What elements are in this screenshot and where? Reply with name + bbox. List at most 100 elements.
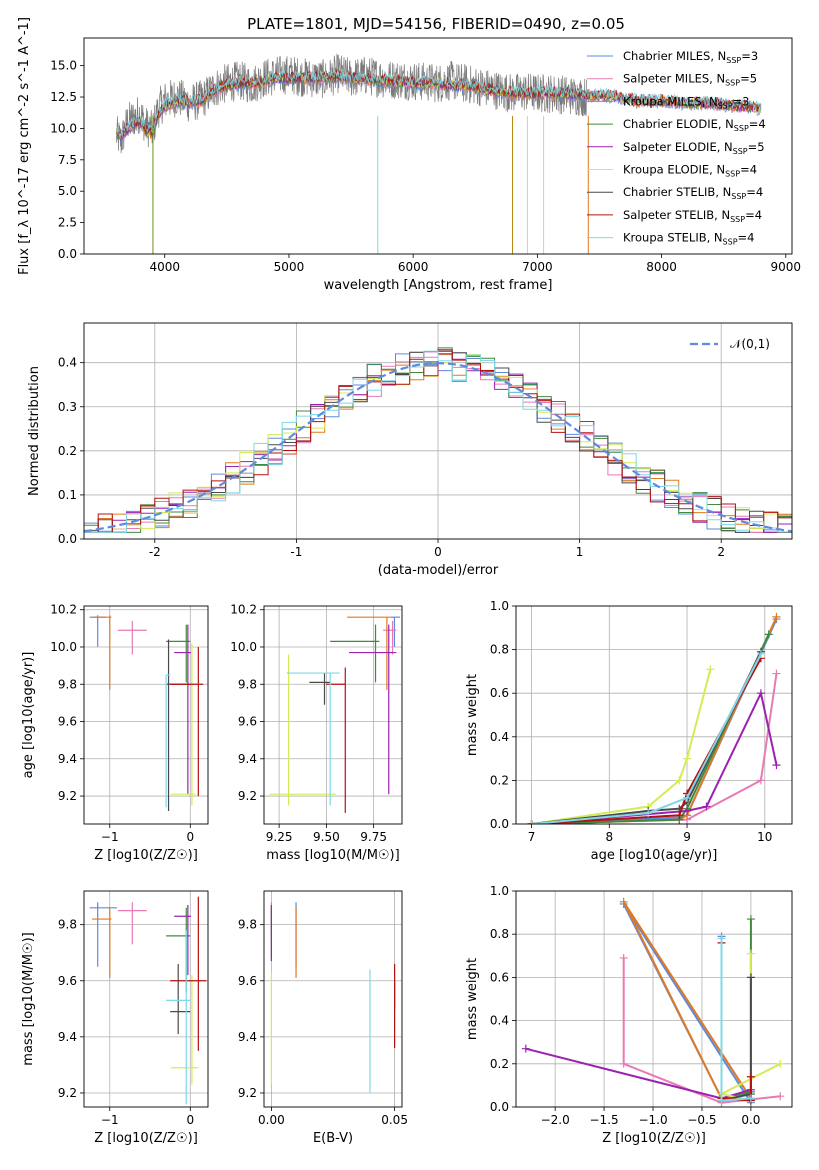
legend-entry: Kroupa MILES, NSSP=3 <box>623 94 749 110</box>
x-tick-label: 9 <box>683 830 691 844</box>
y-tick-label: 2.5 <box>58 216 77 230</box>
y-tick-label: 0.2 <box>58 444 77 458</box>
legend-entry: Kroupa ELODIE, NSSP=4 <box>623 163 757 179</box>
plots-layer: 4000 5000 6000 7000 8000 90000.02.55.07.510.0… <box>17 17 801 1146</box>
x-tick-label: -1 <box>290 545 302 559</box>
errorbar-point <box>170 643 196 806</box>
y-tick-label: 0.4 <box>490 1014 509 1028</box>
weight-marker <box>702 802 711 811</box>
weight-marker <box>619 953 628 962</box>
errorbar-point <box>174 624 192 795</box>
weight-marker <box>772 761 781 770</box>
y-tick-label: 9.4 <box>58 1030 77 1044</box>
x-tick-label: 9000 <box>771 260 802 274</box>
axes-age-vs-mass: 9.25 9.50 9.75 9.2 9.4 9.6 9.8 10.0 10.2 mass [lo… <box>230 603 403 863</box>
y-tick-label: 1.0 <box>490 884 509 898</box>
weight-marker <box>756 649 765 658</box>
y-axis-label: mass weight <box>465 958 480 1040</box>
weight-marker <box>683 806 692 815</box>
model-line <box>116 69 762 138</box>
axes-age-vs-z: −1 0 9.2 9.4 9.6 9.8 10.0 10.2 Z [log10(Z/Z☉)] ag… <box>21 603 209 863</box>
weight-series-line <box>531 616 778 824</box>
errorbar-point <box>117 620 147 655</box>
y-tick-label: 0.8 <box>490 643 509 657</box>
errorbar-point <box>92 615 112 690</box>
x-axis-label: mass [log10(M/M☉)] <box>266 848 399 863</box>
x-axis-label: age [log10(age/yr)] <box>591 848 718 863</box>
y-axis-label: Normed distribution <box>27 366 42 496</box>
y-tick-label: 9.6 <box>238 715 257 729</box>
plot-area-residuals <box>84 347 792 533</box>
weight-marker <box>772 612 781 621</box>
y-axis-label: Flux [f_λ 10^-17 erg cm^-2 s^-1 A^-1] <box>17 17 32 275</box>
axes-mass-vs-ebv: 0.00 0.05 9.2 9.4 9.6 9.8 E(B-V) <box>238 890 408 1146</box>
weight-series-line <box>531 653 762 824</box>
errorbar-point <box>89 902 118 967</box>
y-tick-label: 9.8 <box>58 677 77 691</box>
x-tick-label: 6000 <box>398 260 429 274</box>
errorbar-point <box>326 667 346 813</box>
x-tick-label: 8 <box>605 830 613 844</box>
y-tick-label: 0.8 <box>490 927 509 941</box>
x-axis-label: Z [log10(Z/Z☉)] <box>94 1131 198 1146</box>
y-tick-label: 7.5 <box>58 153 77 167</box>
y-tick-label: 9.6 <box>58 715 77 729</box>
weight-marker <box>644 809 653 818</box>
x-tick-label: 7 <box>528 830 536 844</box>
errorbar-point <box>383 620 397 655</box>
weight-marker <box>756 776 765 785</box>
x-tick-label: 10 <box>757 830 772 844</box>
weight-series-line <box>622 901 752 1099</box>
x-tick-label: 1 <box>576 545 584 559</box>
x-tick-label: 0.0 <box>741 1113 760 1127</box>
errorbar-point <box>166 930 191 1105</box>
weight-marker <box>619 897 628 906</box>
x-tick-label: −1 <box>101 1113 119 1127</box>
y-tick-label: 0.6 <box>490 686 509 700</box>
plot-area-mass-vs-z <box>89 896 207 1105</box>
x-tick-label: −2.0 <box>541 1113 570 1127</box>
y-tick-label: 0.2 <box>490 773 509 787</box>
y-tick-label: 0.3 <box>58 400 77 414</box>
weight-marker <box>746 915 755 924</box>
errorbar-point <box>330 624 380 683</box>
axes-weight-vs-age: 7 8 9 10 0.0 0.2 0.4 0.6 0.8 1.0 age [log10(age/yr… <box>465 599 793 863</box>
y-tick-label: 9.2 <box>58 789 77 803</box>
y-axis-label: mass [log10(M/M☉)] <box>21 932 36 1065</box>
y-axis-label: mass weight <box>465 674 480 756</box>
errorbar-point <box>170 963 191 1035</box>
x-tick-label: 0 <box>186 830 194 844</box>
x-tick-label: −1 <box>101 830 119 844</box>
x-axis-label: (data-model)/error <box>378 563 499 578</box>
legend-entry: Chabrier STELIB, NSSP=4 <box>623 185 763 201</box>
plot-area-age-vs-mass <box>269 616 401 813</box>
y-tick-label: 0.0 <box>490 817 509 831</box>
axes-frame <box>263 890 403 1108</box>
axes-frame <box>515 890 793 1108</box>
weight-marker <box>521 1044 530 1053</box>
errorbar-point <box>170 975 199 1085</box>
gaussian-curve <box>84 361 792 533</box>
y-tick-label: 0.2 <box>490 1057 509 1071</box>
y-tick-label: 10.0 <box>50 640 77 654</box>
errorbar-point <box>390 616 401 647</box>
y-tick-label: 9.4 <box>58 752 77 766</box>
y-tick-label: 0.0 <box>58 532 77 546</box>
plot-area-weight-vs-age <box>527 612 781 824</box>
y-tick-label: 10.2 <box>230 603 257 617</box>
legend-entry: Chabrier ELODIE, NSSP=4 <box>623 117 766 133</box>
plot-area-spectrum <box>115 53 762 254</box>
weight-marker <box>675 776 684 785</box>
y-tick-label: 12.5 <box>50 90 77 104</box>
errorbar-point <box>117 902 147 945</box>
y-tick-label: 0.4 <box>490 730 509 744</box>
x-tick-label: 4000 <box>149 260 180 274</box>
y-tick-label: 5.0 <box>58 184 77 198</box>
axes-residuals: -2 -1 0 1 2 0.0 0.1 0.2 0.3 0.4 (data-model)/error… <box>27 322 793 578</box>
weight-marker <box>746 1072 755 1081</box>
y-tick-label: 9.8 <box>238 677 257 691</box>
weight-marker <box>706 665 715 674</box>
weight-marker <box>776 1059 785 1068</box>
errorbar-point <box>347 616 391 690</box>
x-axis-label: Z [log10(Z/Z☉)] <box>94 848 198 863</box>
